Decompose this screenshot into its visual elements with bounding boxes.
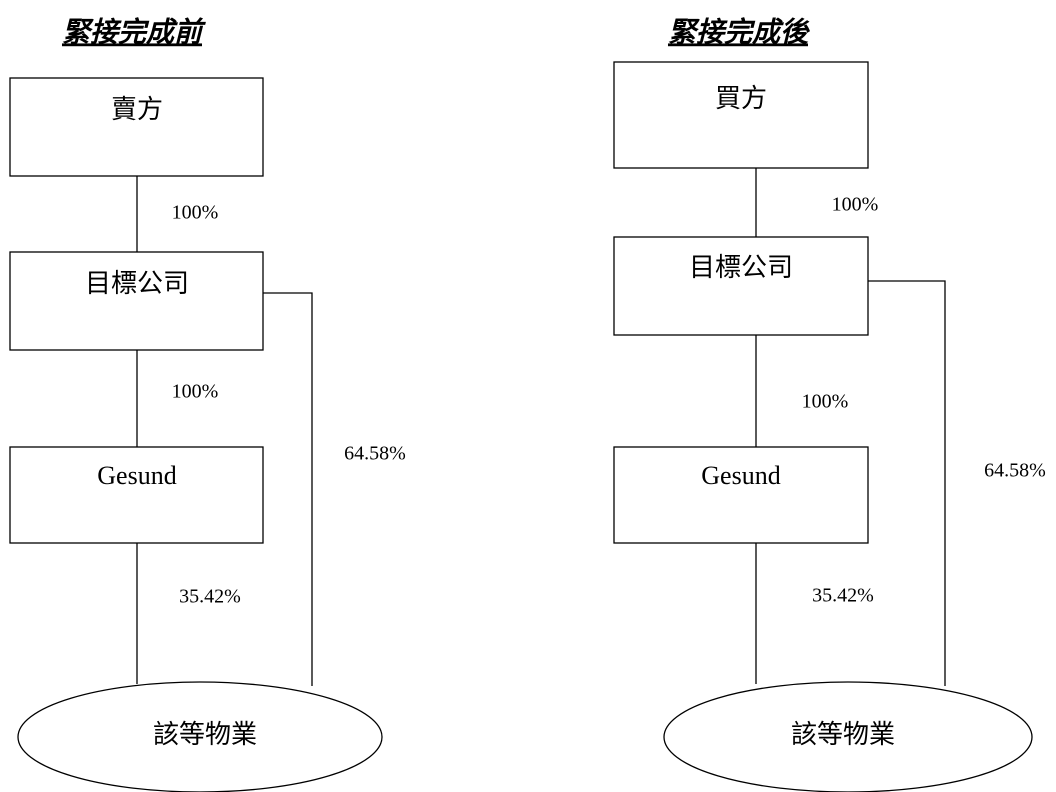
- edge-label: 64.58%: [984, 460, 1046, 482]
- node-label: 目標公司: [689, 253, 793, 282]
- diagram-before: 緊接完成前 賣方 100% 目標公司 100% Gesund 35.42% 64…: [9, 16, 406, 792]
- edge-label: 35.42%: [812, 585, 874, 607]
- node-box: [613, 61, 869, 169]
- node-label: 買方: [715, 84, 767, 113]
- edge-label: 35.42%: [179, 586, 241, 608]
- node-label: 賣方: [111, 95, 163, 124]
- node-box: [9, 77, 264, 177]
- diagram-after: 緊接完成後 買方 100% 目標公司 100% Gesund 35.42% 64…: [613, 16, 1046, 792]
- edge-label: 100%: [832, 194, 879, 216]
- node-label: 目標公司: [85, 269, 189, 298]
- node-label: Gesund: [701, 461, 780, 490]
- node-label: 該等物業: [791, 720, 895, 749]
- edge-label: 64.58%: [344, 443, 406, 465]
- node-ellipse: [663, 681, 1033, 792]
- node-ellipse: [17, 681, 383, 792]
- diagram-title: 緊接完成後: [668, 16, 810, 48]
- node-box: [613, 446, 869, 544]
- edge-label: 100%: [172, 202, 219, 224]
- edge-label: 100%: [172, 381, 219, 403]
- node-box: [9, 251, 264, 351]
- edge-label: 100%: [802, 391, 849, 413]
- node-label: Gesund: [97, 461, 176, 490]
- node-label: 該等物業: [153, 720, 257, 749]
- edge-line: [868, 280, 946, 686]
- edge-line: [263, 292, 313, 686]
- node-box: [613, 236, 869, 336]
- diagram-title: 緊接完成前: [62, 16, 206, 48]
